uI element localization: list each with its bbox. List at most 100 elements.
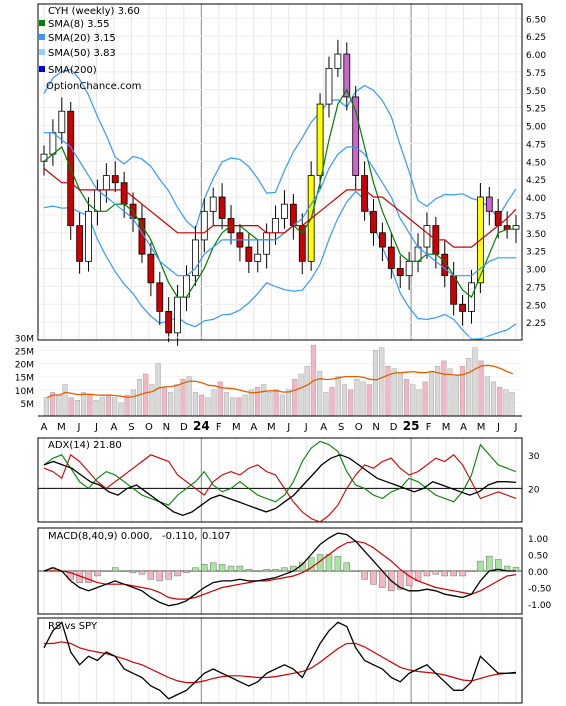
candle-body bbox=[263, 232, 271, 255]
macd-histogram-bar bbox=[494, 559, 502, 572]
volume-bar bbox=[230, 397, 236, 417]
macd-tick-label: 1.00 bbox=[528, 535, 548, 545]
x-tick-label: A bbox=[111, 422, 118, 433]
price-panel: 6.50 6.25 6.00 5.75 5.50 5.25 5.00 4.75 4.50 4.25… bbox=[37, 3, 546, 346]
volume-tick-label: 20M bbox=[15, 361, 34, 371]
x-tick-label: M bbox=[267, 422, 276, 433]
macd-title: MACD(8,40,9) 0.000, bbox=[48, 531, 153, 542]
price-tick-label: 4.00 bbox=[526, 194, 546, 204]
price-tick-label: 3.25 bbox=[526, 248, 546, 258]
volume-bar bbox=[267, 392, 273, 417]
volume-bar bbox=[124, 394, 130, 417]
rs-average-line bbox=[44, 641, 516, 684]
candle-body bbox=[370, 210, 377, 234]
adx-tick-label: 20 bbox=[528, 485, 540, 495]
adx-frame bbox=[37, 437, 523, 523]
volume-bar bbox=[279, 394, 285, 417]
rs-panel bbox=[37, 617, 523, 704]
candle-body bbox=[254, 253, 262, 262]
volume-tick-label: 10M bbox=[15, 387, 34, 397]
macd-histogram-bar bbox=[459, 570, 466, 577]
macd-histogram-bar bbox=[397, 570, 404, 590]
legend-swatch bbox=[39, 20, 45, 26]
volume-bar bbox=[410, 384, 416, 417]
x-tick-label: D bbox=[390, 422, 398, 433]
sma20-line bbox=[44, 132, 516, 277]
macd-value-signal: -0.110, bbox=[162, 531, 197, 542]
price-title: CYH (weekly) 3.60 bbox=[48, 6, 140, 17]
candle-body bbox=[85, 210, 92, 262]
macd-histogram-bar bbox=[147, 570, 155, 580]
price-tick-label: 5.75 bbox=[526, 69, 546, 79]
volume-bar bbox=[292, 379, 298, 417]
volume-bar bbox=[397, 373, 403, 417]
macd-histogram-bar bbox=[103, 570, 110, 572]
candle-body bbox=[174, 296, 181, 334]
volume-bar bbox=[323, 392, 329, 417]
volume-bar bbox=[404, 379, 410, 417]
macd-tick-label: -0.50 bbox=[528, 585, 552, 595]
legend-sma200: SMA(200) bbox=[48, 65, 97, 76]
macd-histogram-bar bbox=[227, 565, 235, 572]
rs-line bbox=[43, 621, 517, 700]
price-tick-label: 6.50 bbox=[526, 15, 546, 25]
price-tick-label: 3.50 bbox=[526, 230, 546, 240]
volume-bar bbox=[416, 389, 422, 417]
x-tick-label: S bbox=[338, 422, 344, 433]
macd-histogram-bar bbox=[281, 567, 288, 572]
volume-bar bbox=[503, 389, 509, 417]
macd-panel: 1.00 0.50 0.00 -0.50 -1.00 bbox=[37, 527, 552, 615]
candle-body bbox=[191, 239, 199, 277]
candle-body bbox=[405, 260, 413, 277]
rs-frame bbox=[37, 617, 523, 704]
volume-bar bbox=[484, 376, 490, 417]
candle-body bbox=[138, 218, 146, 255]
candle-body bbox=[94, 189, 101, 212]
volume-bar bbox=[168, 392, 174, 417]
volume-bar bbox=[447, 368, 453, 417]
volume-bar bbox=[366, 384, 372, 417]
x-tick-label: J bbox=[76, 422, 80, 433]
legend-swatch bbox=[39, 66, 45, 72]
macd-histogram-bar bbox=[245, 569, 253, 572]
volume-bar bbox=[441, 360, 447, 417]
volume-bar bbox=[298, 373, 304, 417]
macd-histogram-bar bbox=[450, 570, 457, 577]
adx-panel: 30 20 bbox=[37, 437, 540, 523]
volume-bar bbox=[317, 371, 323, 417]
candle-body bbox=[218, 196, 226, 219]
volume-bar bbox=[254, 386, 261, 417]
x-tick-label: F bbox=[426, 422, 432, 433]
candle-body bbox=[102, 175, 110, 191]
candle-body bbox=[325, 67, 333, 105]
x-tick-label: A bbox=[320, 422, 327, 433]
volume-bar bbox=[329, 386, 335, 417]
price-tick-label: 5.25 bbox=[526, 105, 546, 115]
macd-histogram-bar bbox=[85, 570, 92, 583]
volume-tick-label: 5M bbox=[21, 400, 35, 410]
x-tick-label: F bbox=[216, 422, 222, 433]
volume-bar bbox=[236, 397, 242, 417]
x-tick-label: J bbox=[94, 422, 98, 433]
volume-bar bbox=[192, 392, 198, 417]
volume-tick-label: 30M bbox=[15, 334, 34, 344]
legend-sma8: SMA(8) 3.55 bbox=[48, 19, 109, 30]
candle-body bbox=[147, 253, 155, 284]
candle-body bbox=[334, 53, 342, 69]
price-frame bbox=[37, 3, 523, 341]
candle-body bbox=[352, 96, 360, 176]
volume-bar bbox=[56, 394, 62, 417]
candle-body bbox=[485, 196, 493, 212]
volume-bar bbox=[385, 365, 391, 417]
minus-di-line bbox=[43, 453, 517, 523]
macd-tick-label: 0.50 bbox=[528, 551, 548, 561]
macd-histogram-bar bbox=[343, 562, 350, 572]
volume-bar bbox=[341, 384, 348, 417]
candle-body bbox=[111, 175, 119, 184]
x-tick-label: S bbox=[128, 422, 134, 433]
legend-swatch bbox=[39, 49, 45, 55]
macd-histogram-bar bbox=[210, 562, 217, 572]
volume-bar bbox=[348, 389, 354, 417]
volume-bar bbox=[74, 400, 80, 417]
